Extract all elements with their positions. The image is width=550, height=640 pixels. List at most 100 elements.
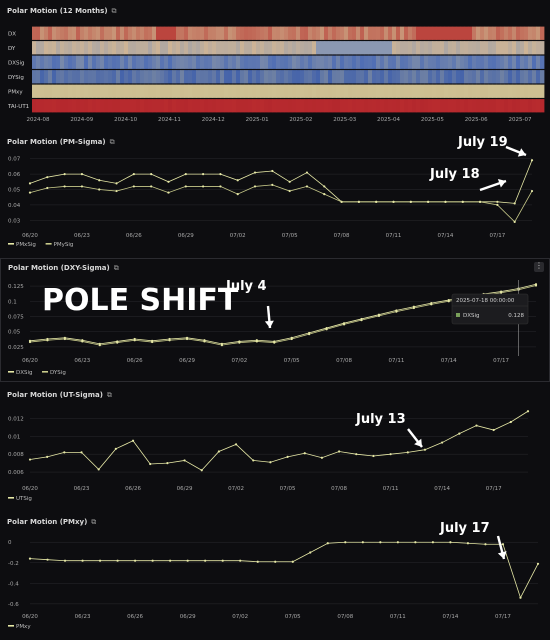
heatmap-cell xyxy=(80,70,85,84)
heatmap-cell xyxy=(416,70,421,84)
heatmap-cell xyxy=(352,70,357,84)
heatmap-cell xyxy=(372,26,377,40)
heatmap-cell xyxy=(344,70,349,84)
heatmap-cell xyxy=(144,99,149,113)
heatmap-cell xyxy=(136,84,141,98)
arrow-head xyxy=(414,438,422,447)
x-tick-label: 07/02 xyxy=(232,614,248,620)
x-tick-label: 07/02 xyxy=(231,358,247,364)
heatmap-cell xyxy=(76,84,81,98)
heatmap-cell xyxy=(296,41,301,55)
heatmap-cell xyxy=(204,84,209,98)
external-link-icon[interactable]: ⧉ xyxy=(111,7,117,15)
heatmap-x-tick: 2024-12 xyxy=(202,117,225,123)
heatmap-cell xyxy=(324,26,329,40)
heatmap-cell xyxy=(60,55,65,69)
heatmap-cell xyxy=(48,41,53,55)
x-tick-label: 06/26 xyxy=(126,233,142,239)
heatmap-cell xyxy=(344,26,349,40)
heatmap-cell xyxy=(408,26,413,40)
x-tick-label: 07/05 xyxy=(285,614,301,620)
heatmap-cell xyxy=(448,26,453,40)
heatmap-chart: DX DY DXSig DYSig PMxy TAI-UT1 2024-08 2024-09 2… xyxy=(7,26,545,123)
legend-label: DXSig xyxy=(16,370,33,376)
heatmap-cell xyxy=(232,70,237,84)
heatmap-cell xyxy=(164,70,169,84)
heatmap-cell xyxy=(152,41,157,55)
heatmap-cell xyxy=(228,26,233,40)
heatmap-cell xyxy=(60,84,65,98)
heatmap-cell xyxy=(508,70,513,84)
heatmap-cell xyxy=(428,99,433,113)
annotation-arrow xyxy=(264,305,274,329)
y-tick-label: 0.06 xyxy=(8,172,21,178)
heatmap-cell xyxy=(196,26,201,40)
data-point xyxy=(234,443,238,446)
heatmap-cell xyxy=(220,55,225,69)
heatmap-cell xyxy=(120,26,125,40)
data-point xyxy=(169,559,172,562)
heatmap-cell xyxy=(292,55,297,69)
heatmap-cell xyxy=(148,41,153,55)
heatmap-cell xyxy=(68,99,73,113)
external-link-icon[interactable]: ⧉ xyxy=(109,138,115,146)
data-point xyxy=(255,340,258,343)
heatmap-cell xyxy=(424,99,429,113)
heatmap-cell xyxy=(316,99,321,113)
heatmap-cell xyxy=(304,84,309,98)
x-tick-label: 06/20 xyxy=(22,614,38,620)
heatmap-cell xyxy=(64,70,69,84)
external-link-icon[interactable]: ⧉ xyxy=(91,518,97,526)
heatmap-cell xyxy=(540,26,545,40)
heatmap-cell xyxy=(244,99,249,113)
heatmap-cell xyxy=(536,26,541,40)
external-link-icon[interactable]: ⧉ xyxy=(106,391,112,399)
heatmap-cell xyxy=(84,41,89,55)
heatmap-cell xyxy=(372,55,377,69)
annotation-arrow xyxy=(407,428,423,448)
heatmap-cell xyxy=(100,84,105,98)
heatmap-cell xyxy=(280,26,285,40)
heatmap-cell xyxy=(168,41,173,55)
heatmap-cell xyxy=(136,55,141,69)
heatmap-cell xyxy=(384,99,389,113)
heatmap-cell xyxy=(44,26,49,40)
heatmap-cell xyxy=(404,55,409,69)
x-tick-label: 06/23 xyxy=(74,486,90,492)
heatmap-cell xyxy=(260,84,265,98)
heatmap-cell xyxy=(528,41,533,55)
data-point xyxy=(63,173,66,176)
heatmap-cell xyxy=(472,99,477,113)
data-point xyxy=(355,453,358,456)
heatmap-cell xyxy=(212,99,217,113)
series-line xyxy=(29,184,533,223)
x-tick-label: 07/17 xyxy=(486,486,502,492)
heatmap-cell xyxy=(76,99,81,113)
heatmap-cell xyxy=(404,99,409,113)
heatmap-cell xyxy=(236,55,241,69)
heatmap-cell xyxy=(272,55,277,69)
external-link-icon[interactable]: ⧉ xyxy=(113,264,119,272)
heatmap-cell xyxy=(96,26,101,40)
heatmap-cell xyxy=(464,70,469,84)
heatmap-cell xyxy=(432,99,437,113)
heatmap-cell xyxy=(176,41,181,55)
heatmap-cell xyxy=(196,99,201,113)
heatmap-row xyxy=(32,84,545,98)
heatmap-cell xyxy=(204,55,209,69)
heatmap-cell xyxy=(444,55,449,69)
data-point xyxy=(202,185,205,188)
heatmap-cell xyxy=(384,41,389,55)
heatmap-cell xyxy=(452,99,457,113)
heatmap-cell xyxy=(100,41,105,55)
heatmap-cell xyxy=(324,70,329,84)
panel-menu-icon[interactable]: ⋮ xyxy=(534,261,544,272)
heatmap-cell xyxy=(264,41,269,55)
heatmap-cell xyxy=(176,99,181,113)
annotation-july18: July 18 xyxy=(429,167,480,182)
heatmap-cell xyxy=(460,99,465,113)
heatmap-cell xyxy=(504,55,509,69)
heatmap-cell xyxy=(144,55,149,69)
heatmap-cell xyxy=(516,84,521,98)
x-tick-label: 07/14 xyxy=(442,614,458,620)
